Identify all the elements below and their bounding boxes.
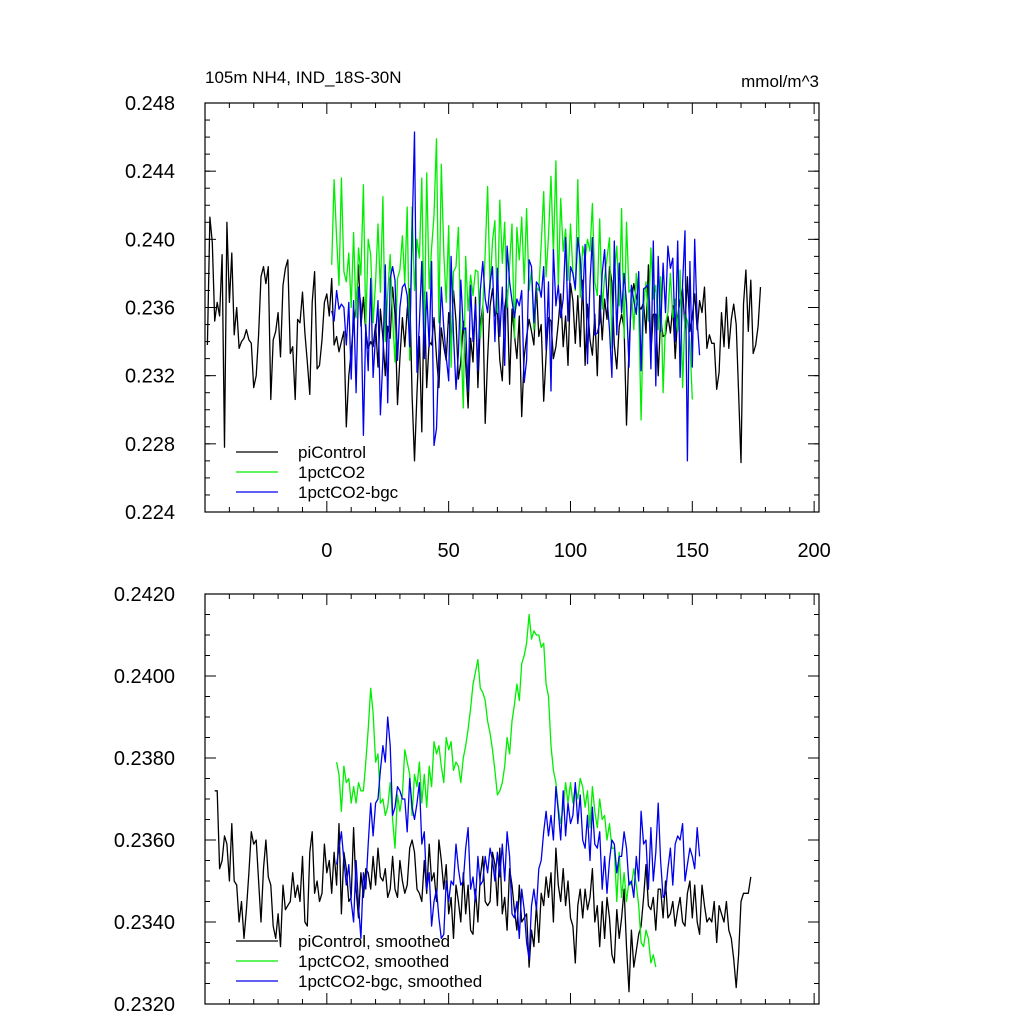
- legend-label-1pctco2-smoothed: 1pctCO2, smoothed: [298, 952, 449, 971]
- legend-label-picontrol: piControl: [298, 443, 366, 462]
- x-tick-label: 0: [321, 540, 332, 562]
- y-tick-label: 0.2420: [114, 584, 175, 606]
- top-plot-panel: 105m NH4, IND_18S-30N mmol/m^3 0 50 100 150…: [125, 68, 831, 562]
- y-tick-label: 0.2360: [114, 830, 175, 852]
- y-tick-label: 0.2320: [114, 994, 175, 1016]
- series-line-picontrol: [206, 216, 762, 464]
- y-tick-label: 0.2340: [114, 912, 175, 934]
- y-tick-label: 0.232: [125, 366, 175, 388]
- y-tick-label: 0.240: [125, 229, 175, 251]
- y-tick-label: 0.248: [125, 93, 175, 115]
- x-tick-label: 50: [438, 540, 460, 562]
- top-plot-units: mmol/m^3: [741, 72, 819, 91]
- legend-label-1pctco2-bgc: 1pctCO2-bgc: [298, 483, 399, 502]
- x-tick-label: 200: [797, 540, 830, 562]
- legend-label-picontrol-smoothed: piControl, smoothed: [298, 932, 450, 951]
- y-tick-label: 0.2400: [114, 666, 175, 688]
- series-line-1pctco2-smoothed: [335, 613, 657, 968]
- x-tick-label: 150: [676, 540, 709, 562]
- top-plot-title: 105m NH4, IND_18S-30N: [205, 68, 402, 87]
- y-tick-label: 0.228: [125, 434, 175, 456]
- y-tick-label: 0.244: [125, 161, 175, 183]
- legend-label-1pctco2: 1pctCO2: [298, 463, 365, 482]
- series-line-picontrol-smoothed: [214, 790, 752, 993]
- x-tick-label: 100: [554, 540, 587, 562]
- legend-label-1pctco2-bgc-smoothed: 1pctCO2-bgc, smoothed: [298, 972, 482, 991]
- series-line-1pctco2-bgc-smoothed: [335, 716, 701, 960]
- y-tick-label: 0.224: [125, 502, 175, 524]
- series-line-1pctco2-bgc: [331, 131, 701, 462]
- series-line-1pctco2: [331, 138, 693, 421]
- y-tick-label: 0.2380: [114, 748, 175, 770]
- y-tick-label: 0.236: [125, 298, 175, 320]
- bottom-plot-panel: 0.2320 0.2340 0.2360 0.2380 0.2400 0.2420 piC…: [114, 584, 820, 1016]
